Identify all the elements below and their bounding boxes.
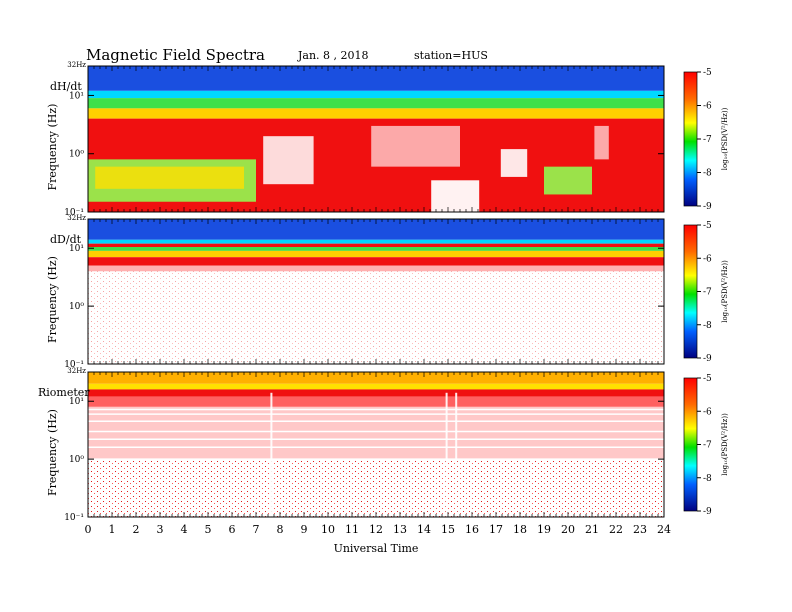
colorbar-tick-label: -8 [703,474,712,484]
blob-pink-21 [594,125,609,160]
panel-label: dH/dt [50,80,82,93]
x-tick-label: 2 [133,523,140,536]
x-tick-label: 7 [253,523,260,536]
x-tick-label: 23 [633,523,647,536]
colorbar [683,71,698,207]
spectrogram-panel-1 [87,65,701,213]
panel-label: dD/dt [50,233,82,246]
gap-white-d [500,149,528,177]
colorbar-label: log₁₀(PSD(V²/Hz)) [721,413,729,476]
date-label: Jan. 8 , 2018 [298,49,369,62]
top-frequency-label: 32Hz [67,214,86,222]
y-tick-label: 10⁰ [69,302,84,312]
y-axis-label: Frequency (Hz) [46,409,59,496]
speckle-low [88,459,664,517]
colorbar-tick-label: -8 [703,321,712,331]
band-green [88,247,664,251]
chart-title: Magnetic Field Spectra [86,46,265,64]
colorbar-tick-label: -6 [703,254,712,264]
colorbar-tick-label: -7 [703,135,712,145]
y-tick-label: 10⁰ [69,150,84,160]
x-tick-label: 8 [277,523,284,536]
x-tick-label: 18 [513,523,527,536]
colorbar-tick-label: -7 [703,441,712,451]
y-tick-label: 10¹ [69,91,84,101]
y-axis-label: Frequency (Hz) [46,104,59,191]
colorbar-tick-label: -6 [703,407,712,417]
band-cyan [88,90,664,99]
gap-white-b [431,180,480,212]
band-red [88,389,664,397]
x-tick-label: 11 [345,523,359,536]
top-frequency-label: 32Hz [67,61,86,69]
gap-white-a [263,136,314,185]
band-orange [88,372,664,384]
x-tick-label: 6 [229,523,236,536]
y-tick-label: 10⁻¹ [64,360,84,370]
x-tick-label: 4 [181,523,188,536]
colorbar-tick-label: -9 [703,202,712,212]
colorbar [683,377,698,512]
speckle-low [88,271,664,364]
x-tick-label: 12 [369,523,383,536]
patch-green-late [544,166,592,195]
band-light-red [88,396,664,407]
colorbar-tick-label: -7 [703,288,712,298]
spectrogram-panel-2 [87,218,701,365]
band-red [88,257,664,266]
x-tick-label: 19 [537,523,551,536]
panel-label: Riometer [38,386,90,399]
white-vertical-gap [270,392,273,517]
y-tick-label: 10⁰ [69,455,84,465]
white-vertical-gap [445,392,448,517]
band-high-blue [88,219,664,240]
colorbar [683,224,698,359]
band-pink [88,265,664,272]
band-green [88,98,664,109]
band-yellow [88,108,664,119]
x-tick-label: 10 [321,523,335,536]
colorbar-tick-label: -5 [703,68,712,78]
x-tick-label: 3 [157,523,164,536]
x-tick-label: 0 [85,523,92,536]
colorbar-tick-label: -5 [703,221,712,231]
station-label: station=HUS [414,49,488,62]
x-tick-label: 5 [205,523,212,536]
x-tick-label: 9 [301,523,308,536]
colorbar-tick-label: -8 [703,169,712,179]
x-tick-label: 14 [417,523,431,536]
x-tick-label: 17 [489,523,503,536]
x-tick-label: 22 [609,523,623,536]
gap-pink-c [371,125,460,167]
colorbar-label: log₁₀(PSD(V²/Hz)) [721,260,729,323]
colorbar-label: log₁₀(PSD(V²/Hz)) [721,107,729,170]
x-tick-label: 21 [585,523,599,536]
x-tick-label: 24 [657,523,671,536]
spectrogram-panel-3 [87,371,701,518]
x-tick-label: 20 [561,523,575,536]
patch-yellow-early [95,166,244,189]
y-tick-label: 10⁻¹ [64,513,84,523]
y-tick-label: 10¹ [69,244,84,254]
band-yellow [88,383,664,390]
colorbar-tick-label: -9 [703,507,712,517]
colorbar-tick-label: -6 [703,102,712,112]
band-pink [88,406,664,460]
band-red-narrow [88,243,664,248]
colorbar-tick-label: -5 [703,374,712,384]
band-cyan [88,239,664,244]
y-tick-label: 10¹ [69,397,84,407]
y-tick-label: 10⁻¹ [64,208,84,218]
band-yellow [88,250,664,258]
x-tick-label: 13 [393,523,407,536]
x-axis-label: Universal Time [334,542,419,555]
x-tick-label: 1 [109,523,116,536]
top-frequency-label: 32Hz [67,367,86,375]
y-axis-label: Frequency (Hz) [46,256,59,343]
white-vertical-gap [455,392,458,517]
x-tick-label: 15 [441,523,455,536]
colorbar-tick-label: -9 [703,354,712,364]
x-tick-label: 16 [465,523,479,536]
